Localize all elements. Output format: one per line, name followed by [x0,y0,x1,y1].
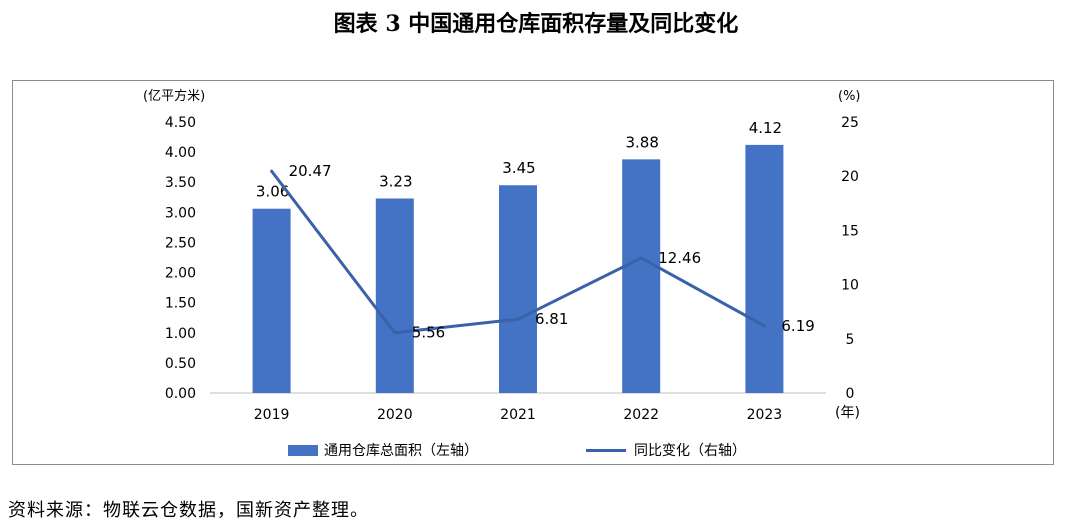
x-axis-tick-label: 2021 [500,407,536,423]
bar-value-label: 3.45 [502,159,535,177]
yoy-point-2020 [393,331,397,335]
right-axis-tick-label: 5 [846,332,855,348]
x-axis-tick-label: 2019 [254,407,290,423]
left-axis-tick-label: 4.50 [165,115,196,131]
left-axis-tick-label: 2.50 [165,235,196,251]
chart-title: 图表 3 中国通用仓库面积存量及同比变化 [333,11,739,37]
left-axis-tick-label: 4.00 [165,145,196,161]
left-axis-tick-label: 0.50 [165,356,196,372]
bar-2020 [375,198,414,393]
bar-value-label: 4.12 [749,119,782,137]
left-axis-tick-label: 1.50 [165,296,196,312]
left-axis-tick-label: 1.00 [165,326,196,342]
right-axis-tick-label: 15 [841,223,859,239]
bar-value-label: 3.06 [256,183,289,201]
chart-frame [12,80,1054,465]
right-axis-tick-label: 0 [846,386,855,402]
left-axis-tick-label: 2.00 [165,266,196,282]
right-axis-tick-label: 25 [841,115,859,131]
left-axis-unit-label: (亿平方米) [143,88,205,104]
yoy-point-2023 [762,324,766,328]
line-value-label: 6.19 [781,317,814,335]
x-axis-unit-label: (年) [835,405,860,421]
bar-value-label: 3.88 [625,133,658,151]
line-value-label: 20.47 [289,162,332,180]
left-axis-tick-label: 3.50 [165,175,196,191]
right-axis-tick-label: 20 [841,169,859,185]
source-note: 资料来源：物联云仓数据，国新资产整理。 [8,500,369,521]
legend-bar-swatch [288,445,318,456]
legend-line-label: 同比变化（右轴） [634,443,746,459]
yoy-point-2022 [639,256,643,260]
x-axis-tick-label: 2022 [623,407,659,423]
bar-value-label: 3.23 [379,172,412,190]
left-axis-tick-label: 0.00 [165,386,196,402]
yoy-point-2021 [516,317,520,321]
line-value-label: 12.46 [658,249,701,267]
bar-2021 [499,185,537,393]
right-axis-tick-label: 10 [841,278,859,294]
x-axis-tick-label: 2023 [747,407,783,423]
bar-2022 [622,159,661,393]
right-axis-unit-label: (%) [838,89,861,104]
bar-2023 [745,144,784,393]
legend-bar-label: 通用仓库总面积（左轴） [324,443,478,459]
x-axis-tick-label: 2020 [377,407,413,423]
line-value-label: 5.56 [412,324,445,342]
left-axis-tick-label: 3.00 [165,205,196,221]
yoy-point-2019 [270,169,274,173]
line-value-label: 6.81 [535,310,568,328]
bar-2019 [252,208,291,393]
